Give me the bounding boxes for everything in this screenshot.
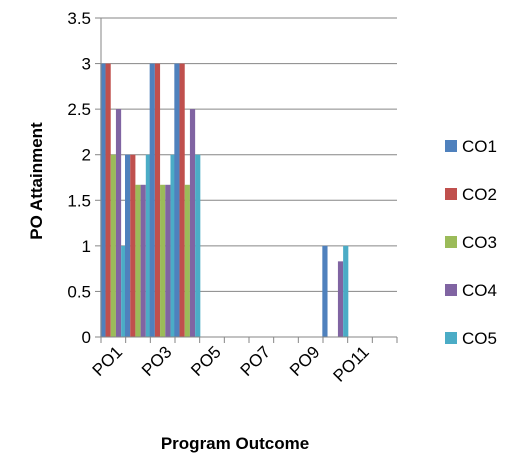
bar-co5-po3 (170, 154, 176, 337)
bar-co3-po2 (135, 184, 141, 337)
x-tick-label: PO5 (187, 342, 224, 379)
bar-co2-po4 (179, 63, 185, 337)
legend-label-co5: CO5 (462, 329, 497, 348)
bar-co1-po2 (125, 154, 131, 337)
y-axis-title: PO Attainment (27, 122, 46, 240)
x-tick-labels: PO1 PO3 PO5 PO7 PO9 PO11 (89, 342, 373, 385)
legend-label-co3: CO3 (462, 233, 497, 252)
legend-label-co4: CO4 (462, 281, 497, 300)
bar-co5-po1 (121, 245, 127, 337)
legend-swatch-co1 (445, 140, 457, 152)
bar-co2-po2 (130, 154, 136, 337)
bar-co4-po2 (140, 184, 146, 337)
y-tick-label: 3.5 (67, 9, 91, 28)
bar-co3-po3 (160, 184, 166, 337)
legend-swatch-co5 (445, 332, 457, 344)
bar-co1-po4 (174, 63, 180, 337)
y-tick-labels: 0 0.5 1 1.5 2 2.5 3 3.5 (67, 9, 101, 347)
y-tick-label: 1 (82, 237, 91, 256)
y-tick-label: 1.5 (67, 191, 91, 210)
bar-co1-po3 (149, 63, 155, 337)
bar-co1-po10 (322, 245, 328, 337)
bar-co4-po4 (189, 109, 196, 337)
y-tick-label: 3 (82, 55, 91, 74)
bar-co3-po1 (110, 154, 116, 337)
axes (100, 18, 398, 343)
legend: CO1 CO2 CO3 CO4 CO5 (445, 137, 497, 348)
bar-co4-po1 (115, 109, 122, 337)
bar-co4-po10 (337, 261, 344, 337)
bar-co2-po1 (105, 63, 111, 337)
y-tick-label: 0.5 (67, 282, 91, 301)
x-axis-title: Program Outcome (161, 434, 309, 453)
x-tick-label: PO11 (330, 342, 373, 385)
bar-co2-po3 (154, 63, 161, 337)
x-tick-label: PO1 (89, 342, 126, 379)
bar-co5-po2 (145, 154, 151, 337)
bar-co5-po4 (195, 154, 201, 337)
x-tick-label: PO7 (237, 342, 274, 379)
legend-swatch-co4 (445, 284, 457, 296)
bar-co1-po1 (100, 63, 106, 337)
legend-swatch-co2 (445, 188, 457, 200)
legend-swatch-co3 (445, 236, 457, 248)
bar-co3-po4 (184, 184, 190, 337)
y-tick-label: 2 (82, 146, 91, 165)
legend-label-co2: CO2 (462, 185, 497, 204)
bar-co4-po3 (165, 184, 171, 337)
y-tick-label: 2.5 (67, 100, 91, 119)
bar-co5-po10 (343, 245, 349, 337)
y-tick-label: 0 (82, 328, 91, 347)
x-tick-label: PO3 (138, 342, 175, 379)
x-tick-label: PO9 (286, 342, 323, 379)
legend-label-co1: CO1 (462, 137, 497, 156)
bars (100, 63, 349, 337)
